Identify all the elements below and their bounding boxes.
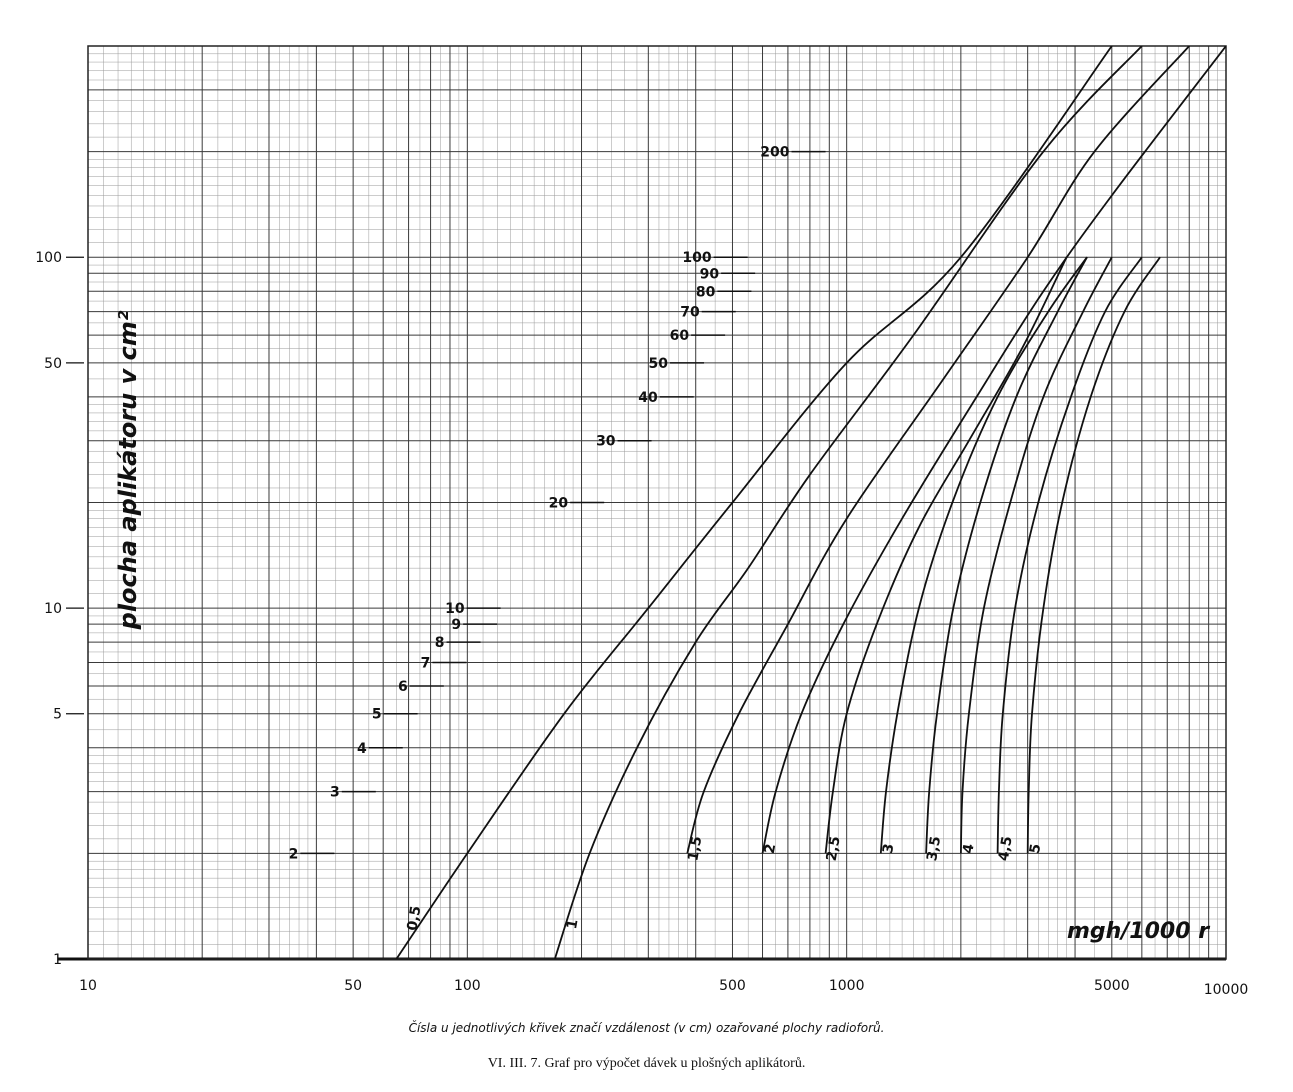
curve-label: 1,5 (685, 835, 705, 862)
curve-0-5 (395, 46, 1113, 959)
x-axis-label: mgh/1000 r (1067, 919, 1210, 944)
x-tick-label: 1000 (829, 978, 865, 994)
curve-5 (1026, 256, 1161, 854)
curve-1-5 (686, 46, 1190, 854)
curve-3-5 (925, 256, 1088, 854)
curve-2 (761, 46, 1226, 854)
curve-1 (553, 46, 1143, 959)
curve-4 (960, 256, 1113, 854)
distance-mark-label: 90 (700, 266, 720, 282)
y-tick-label: 5 (53, 707, 62, 723)
distance-mark-label: 80 (696, 284, 716, 300)
distance-mark-label: 40 (638, 390, 658, 406)
figure-title: VI. III. 7. Graf pro výpočet dávek u plo… (487, 1056, 806, 1071)
distance-mark-label: 3 (330, 785, 340, 801)
distance-mark-label: 7 (421, 655, 431, 671)
y-axis-label: plocha aplikátoru v cm² (114, 310, 142, 630)
curve-label: 4,5 (996, 835, 1016, 862)
distance-mark-label: 20 (549, 496, 569, 512)
distance-mark-label: 200 (760, 145, 789, 161)
distance-mark-label: 6 (398, 679, 408, 695)
y-axis: 1 5 10 50 100 (35, 250, 84, 968)
curve-4-5 (996, 256, 1143, 854)
distance-mark-label: 70 (680, 305, 700, 321)
series-layer: 0,5 1 1,5 2 2,5 3 3,5 4 4,5 5 (395, 46, 1226, 959)
distance-mark-label: 100 (682, 250, 711, 266)
caption-note: Čísla u jednotlivých křivek značí vzdále… (408, 1021, 885, 1035)
distance-mark-label: 9 (451, 617, 461, 633)
plot-frame (87, 45, 1227, 960)
curve-label: 1 (564, 918, 581, 930)
curve-label: 2,5 (824, 835, 844, 862)
distance-mark-label: 50 (649, 356, 669, 372)
distance-mark-label: 2 (289, 846, 299, 862)
curve-label: 0,5 (404, 905, 424, 932)
curve-label: 5 (1027, 842, 1044, 854)
distance-mark-label: 60 (670, 328, 690, 344)
x-tick-label: 5000 (1094, 978, 1130, 994)
distance-mark-label: 8 (435, 635, 445, 651)
grid-major (58, 45, 1227, 961)
x-tick-label: 10 (79, 978, 97, 994)
distance-mark-label: 30 (596, 434, 616, 450)
y-tick-label: 10 (44, 601, 62, 617)
x-tick-label: 50 (344, 978, 362, 994)
distance-mark-label: 10 (445, 601, 465, 617)
x-tick-label: 100 (454, 978, 481, 994)
curve-label: 3 (880, 842, 897, 854)
x-axis: 10 50 100 500 1000 5000 10000 (79, 978, 1248, 998)
curve-3 (879, 256, 1088, 854)
x-tick-label: 10000 (1204, 982, 1249, 998)
distance-mark-label: 5 (372, 707, 382, 723)
curve-label: 2 (762, 842, 779, 854)
curve-label: 3,5 (924, 835, 944, 862)
curve-2-5 (824, 256, 1068, 854)
distance-mark-label: 4 (357, 741, 367, 757)
y-tick-label: 100 (35, 250, 62, 266)
x-tick-label: 500 (719, 978, 746, 994)
y-tick-label: 50 (44, 356, 62, 372)
curve-label: 4 (960, 842, 977, 855)
y-tick-label: 1 (53, 952, 62, 968)
